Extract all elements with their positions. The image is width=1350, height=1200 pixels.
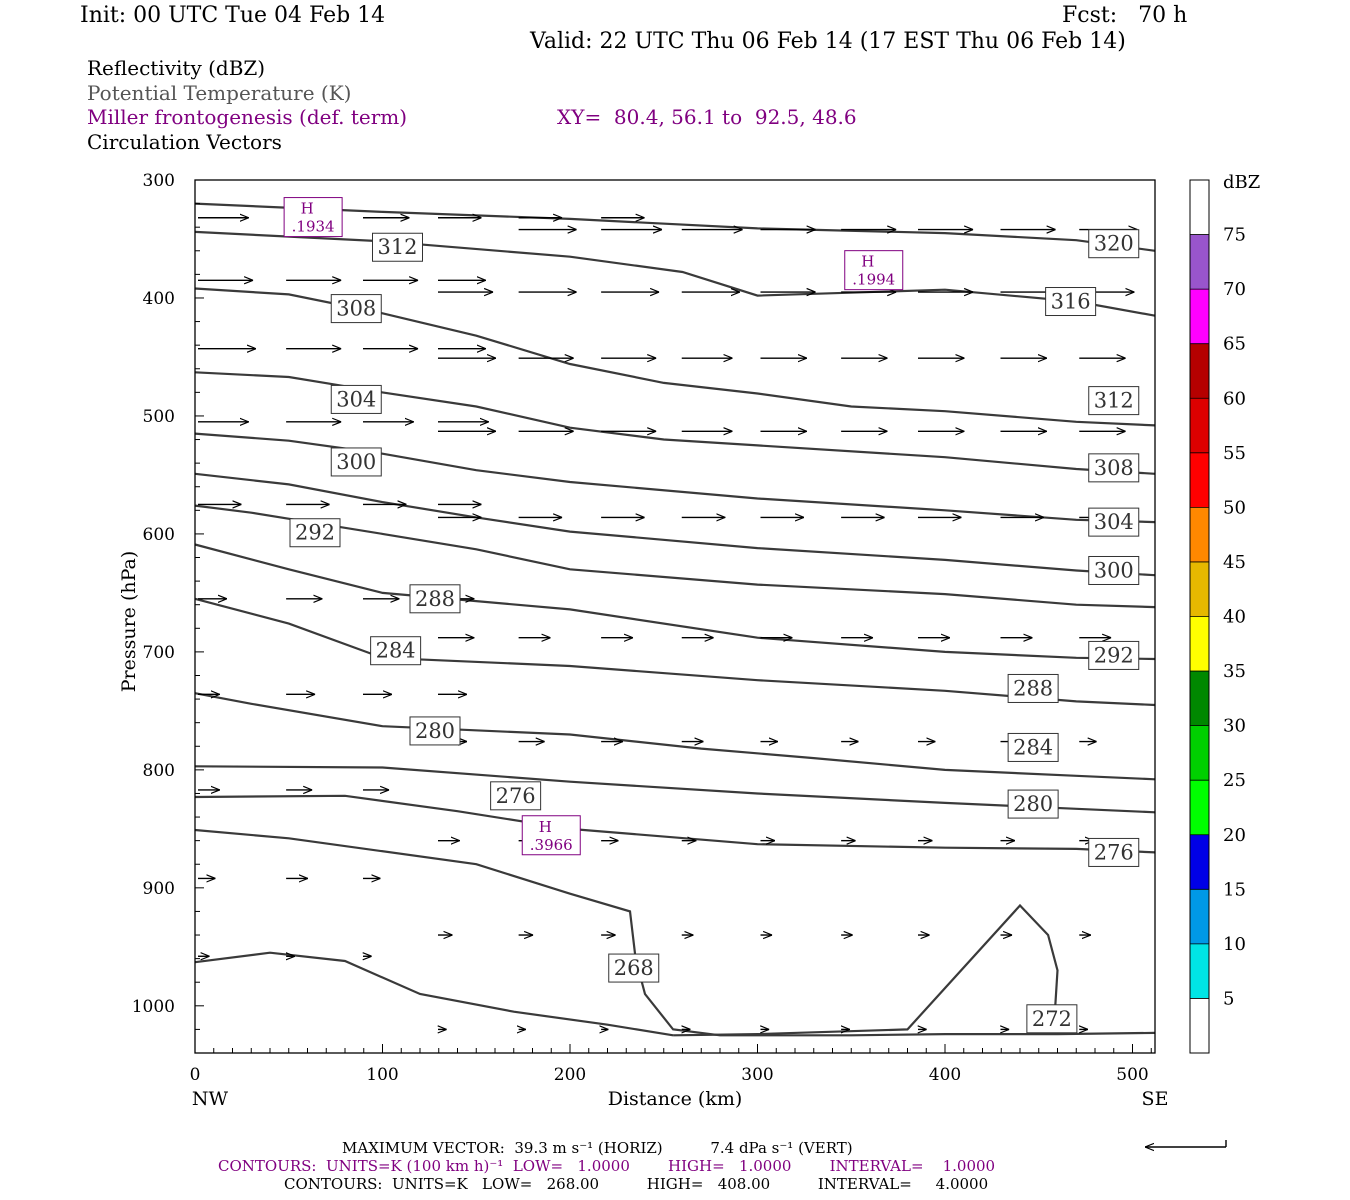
reference-vector bbox=[1145, 1140, 1226, 1147]
theta-label: 292 bbox=[295, 521, 335, 545]
x-tick-label: 500 bbox=[1116, 1065, 1148, 1085]
fronto-max-value: .3966 bbox=[530, 836, 573, 854]
theta-label: 284 bbox=[1013, 735, 1053, 759]
fronto-max-label: H bbox=[539, 818, 552, 836]
colorbar-label: 10 bbox=[1223, 934, 1246, 955]
colorbar-bin bbox=[1190, 780, 1209, 835]
theta-label: 272 bbox=[1032, 1007, 1072, 1031]
colorbar-label: 20 bbox=[1223, 825, 1246, 846]
colorbar-label: 45 bbox=[1223, 552, 1246, 573]
contours-theta-note: CONTOURS: UNITS=K LOW= 268.00 HIGH= 408.… bbox=[284, 1177, 988, 1192]
colorbar-bin bbox=[1190, 180, 1209, 235]
y-tick-label: 400 bbox=[143, 289, 175, 309]
colorbar-bin bbox=[1190, 344, 1209, 399]
theta-label: 280 bbox=[415, 719, 455, 743]
colorbar-bin bbox=[1190, 562, 1209, 617]
colorbar: 5 10 15 20 25 30 35 40 45 50 55 60 65 70 75 dBZ bbox=[1190, 172, 1260, 1053]
colorbar-label: 55 bbox=[1223, 443, 1246, 464]
y-tick-label: 300 bbox=[143, 171, 175, 191]
theta-label: 308 bbox=[336, 297, 376, 321]
theta-label: 308 bbox=[1094, 456, 1134, 480]
colorbar-bin bbox=[1190, 617, 1209, 672]
colorbar-bin bbox=[1190, 453, 1209, 508]
theta-label: 288 bbox=[1013, 676, 1053, 700]
y-tick-label: 500 bbox=[143, 407, 175, 427]
colorbar-label: 65 bbox=[1223, 334, 1246, 355]
x-end-label-nw: NW bbox=[192, 1088, 229, 1110]
colorbar-label: 5 bbox=[1223, 988, 1234, 1009]
colorbar-bin bbox=[1190, 944, 1209, 999]
colorbar-label: 70 bbox=[1223, 279, 1246, 300]
theta-label: 312 bbox=[1094, 389, 1134, 413]
colorbar-label: 35 bbox=[1223, 661, 1246, 682]
theta-label: 312 bbox=[377, 235, 417, 259]
theta-label: 276 bbox=[496, 784, 536, 808]
x-axis-title: Distance (km) bbox=[608, 1088, 743, 1110]
colorbar-bin bbox=[1190, 671, 1209, 726]
y-tick-label: 600 bbox=[143, 525, 175, 545]
y-tick-label: 700 bbox=[143, 643, 175, 663]
y-tick-label: 1000 bbox=[132, 997, 175, 1017]
theta-label: 316 bbox=[1051, 290, 1091, 314]
colorbar-bin bbox=[1190, 726, 1209, 781]
colorbar-label: 30 bbox=[1223, 716, 1246, 737]
max-vector-note: MAXIMUM VECTOR: 39.3 m s⁻¹ (HORIZ) 7.4 d… bbox=[342, 1141, 853, 1156]
colorbar-label: 75 bbox=[1223, 225, 1246, 246]
y-tick-label: 900 bbox=[143, 879, 175, 899]
theta-label: 284 bbox=[376, 639, 416, 663]
colorbar-unit: dBZ bbox=[1223, 172, 1260, 193]
x-tick-label: 300 bbox=[741, 1065, 773, 1085]
colorbar-label: 15 bbox=[1223, 879, 1246, 900]
x-tick-label: 200 bbox=[554, 1065, 586, 1085]
theta-label: 276 bbox=[1094, 840, 1134, 864]
cross-section-chart: 320316312308312304308300304292300288284 2… bbox=[0, 0, 1350, 1200]
colorbar-label: 25 bbox=[1223, 770, 1246, 791]
theta-label: 300 bbox=[336, 450, 376, 474]
theta-label: 288 bbox=[415, 587, 455, 611]
theta-label: 304 bbox=[336, 387, 376, 411]
colorbar-bin bbox=[1190, 398, 1209, 453]
colorbar-bin bbox=[1190, 507, 1209, 562]
fronto-max-label: H bbox=[301, 200, 314, 218]
fronto-max-value: .1934 bbox=[292, 218, 335, 236]
fronto-max-value: .1994 bbox=[852, 271, 895, 289]
colorbar-bin bbox=[1190, 889, 1209, 944]
y-tick-label: 800 bbox=[143, 761, 175, 781]
colorbar-bin bbox=[1190, 998, 1209, 1053]
theta-label: 292 bbox=[1094, 643, 1134, 667]
x-tick-label: 100 bbox=[366, 1065, 398, 1085]
colorbar-bin bbox=[1190, 289, 1209, 344]
theta-label: 268 bbox=[614, 956, 654, 980]
y-axis-title: Pressure (hPa) bbox=[118, 551, 140, 693]
x-tick-label: 400 bbox=[929, 1065, 961, 1085]
theta-label: 280 bbox=[1013, 792, 1053, 816]
colorbar-label: 60 bbox=[1223, 388, 1246, 409]
x-end-label-se: SE bbox=[1142, 1088, 1169, 1110]
theta-label: 300 bbox=[1094, 558, 1134, 582]
theta-label: 320 bbox=[1094, 232, 1134, 256]
colorbar-bin bbox=[1190, 235, 1209, 290]
colorbar-label: 50 bbox=[1223, 497, 1246, 518]
theta-label: 304 bbox=[1094, 510, 1134, 534]
fronto-max-label: H bbox=[861, 253, 874, 271]
contours-fronto-note: CONTOURS: UNITS=K (100 km h)⁻¹ LOW= 1.00… bbox=[218, 1159, 995, 1174]
x-tick-label: 0 bbox=[190, 1065, 201, 1085]
colorbar-label: 40 bbox=[1223, 607, 1246, 628]
colorbar-bin bbox=[1190, 835, 1209, 890]
